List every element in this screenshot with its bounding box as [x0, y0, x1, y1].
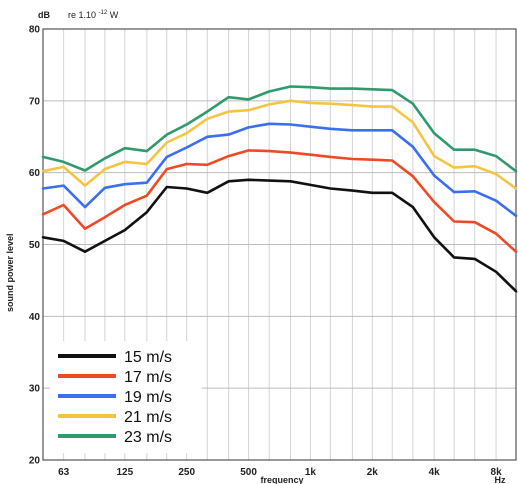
y-tick-label-3: 50	[29, 240, 41, 251]
unit-db-label: dB	[38, 10, 50, 20]
x-axis-label: frequency	[260, 475, 303, 484]
y-tick-label-0: 20	[29, 456, 41, 467]
series-line-1	[41, 149, 518, 253]
legend-label-0: 15 m/s	[124, 349, 172, 366]
legend-label-2: 19 m/s	[124, 389, 172, 406]
y-tick-label-2: 40	[29, 312, 41, 323]
legend-label-4: 23 m/s	[124, 429, 172, 446]
series-line-4	[41, 85, 518, 173]
x-tick-label-2: 250	[178, 467, 195, 478]
unit-ref-label: re 1.10 -12 W	[68, 6, 119, 20]
series-line-3	[41, 99, 518, 190]
x-tick-label-3: 500	[240, 467, 257, 478]
series-line-2	[41, 122, 518, 218]
legend-label-3: 21 m/s	[124, 409, 172, 426]
y-tick-label-6: 80	[29, 25, 41, 36]
series-line-0	[41, 178, 518, 293]
x-unit-label: Hz	[495, 475, 506, 484]
y-tick-label-5: 70	[29, 96, 41, 107]
x-tick-label-4: 1k	[305, 467, 317, 478]
y-tick-label-1: 30	[29, 384, 41, 395]
y-tick-label-4: 60	[29, 168, 41, 179]
legend-label-1: 17 m/s	[124, 369, 172, 386]
x-tick-label-5: 2k	[367, 467, 379, 478]
plot-frame	[42, 28, 517, 461]
x-tick-label-7: 8k	[491, 467, 503, 478]
x-tick-label-1: 125	[116, 467, 133, 478]
x-tick-label-6: 4k	[429, 467, 441, 478]
x-tick-label-0: 63	[58, 467, 70, 478]
y-axis-label: sound power level	[5, 233, 15, 312]
